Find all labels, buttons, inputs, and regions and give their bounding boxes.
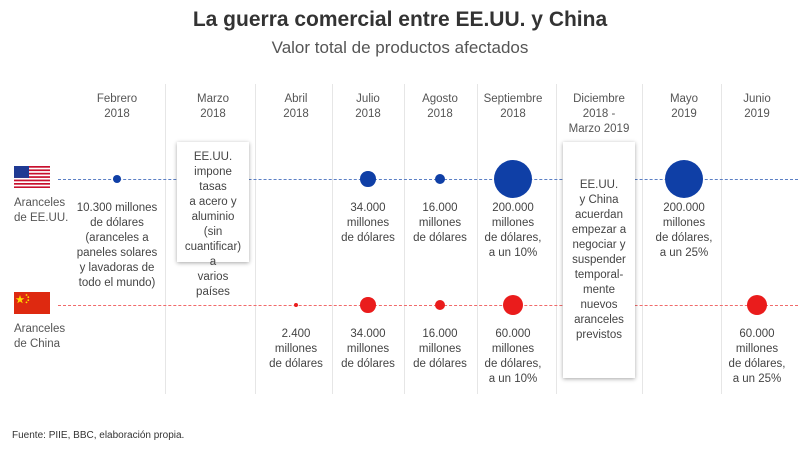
period-label: Abril 2018	[283, 93, 309, 120]
china-bubble	[293, 302, 299, 308]
us-bubble	[494, 160, 532, 198]
period-label: Marzo 2018	[197, 93, 229, 120]
period-label: Junio 2019	[743, 93, 771, 120]
data-label: 2.400 millones de dólares	[269, 328, 323, 370]
data-label: 34.000 millones de dólares	[341, 328, 395, 370]
chart-title: La guerra comercial entre EE.UU. y China	[192, 8, 608, 31]
data-label: 200.000 millones de dólares, a un 25%	[655, 202, 713, 259]
column-divider	[332, 84, 333, 394]
china-bubble	[746, 294, 768, 316]
data-label: 34.000 millones de dólares	[341, 202, 395, 244]
us-bubble	[434, 173, 446, 185]
annotation-box: EE.UU. y China acuerdan empezar a negoci…	[563, 142, 635, 378]
china-bubble	[502, 294, 524, 316]
chart-subtitle: Valor total de productos afectados	[271, 38, 529, 57]
us-flag-icon	[14, 166, 50, 188]
column-divider	[477, 84, 478, 394]
column-divider	[642, 84, 643, 394]
china-timeline-line	[58, 305, 798, 306]
period-label: Julio 2018	[355, 93, 381, 120]
china-row-label: Aranceles de China	[14, 323, 66, 350]
period-label: Septiembre 2018	[483, 93, 543, 120]
china-flag-icon	[14, 292, 50, 314]
period-label: Diciembre 2018 - Marzo 2019	[568, 93, 630, 135]
us-bubble	[360, 171, 376, 187]
data-label: 60.000 millones de dólares, a un 10%	[484, 328, 542, 385]
column-divider	[255, 84, 256, 394]
period-label: Agosto 2018	[422, 93, 458, 120]
china-bubble	[360, 297, 376, 313]
source-note: Fuente: PIIE, BBC, elaboración propia.	[12, 430, 185, 441]
us-row-label: Aranceles de EE.UU.	[14, 197, 69, 224]
period-label: Mayo 2019	[669, 93, 699, 120]
data-label: 60.000 millones de dólares, a un 25%	[728, 328, 786, 385]
us-bubble	[112, 174, 122, 184]
data-label: 200.000 millones de dólares, a un 10%	[484, 202, 542, 259]
annotation-box: EE.UU. impone tasas a acero y aluminio (…	[177, 142, 249, 298]
column-divider	[556, 84, 557, 394]
period-label: Febrero 2018	[96, 93, 138, 120]
data-label: 16.000 millones de dólares	[413, 202, 467, 244]
column-divider	[165, 84, 166, 394]
column-divider	[721, 84, 722, 394]
data-label: 10.300 millones de dólares (aranceles a …	[76, 202, 158, 289]
china-bubble	[434, 299, 446, 311]
us-timeline-line	[58, 179, 798, 180]
us-bubble	[665, 160, 703, 198]
column-divider	[404, 84, 405, 394]
data-label: 16.000 millones de dólares	[413, 328, 467, 370]
